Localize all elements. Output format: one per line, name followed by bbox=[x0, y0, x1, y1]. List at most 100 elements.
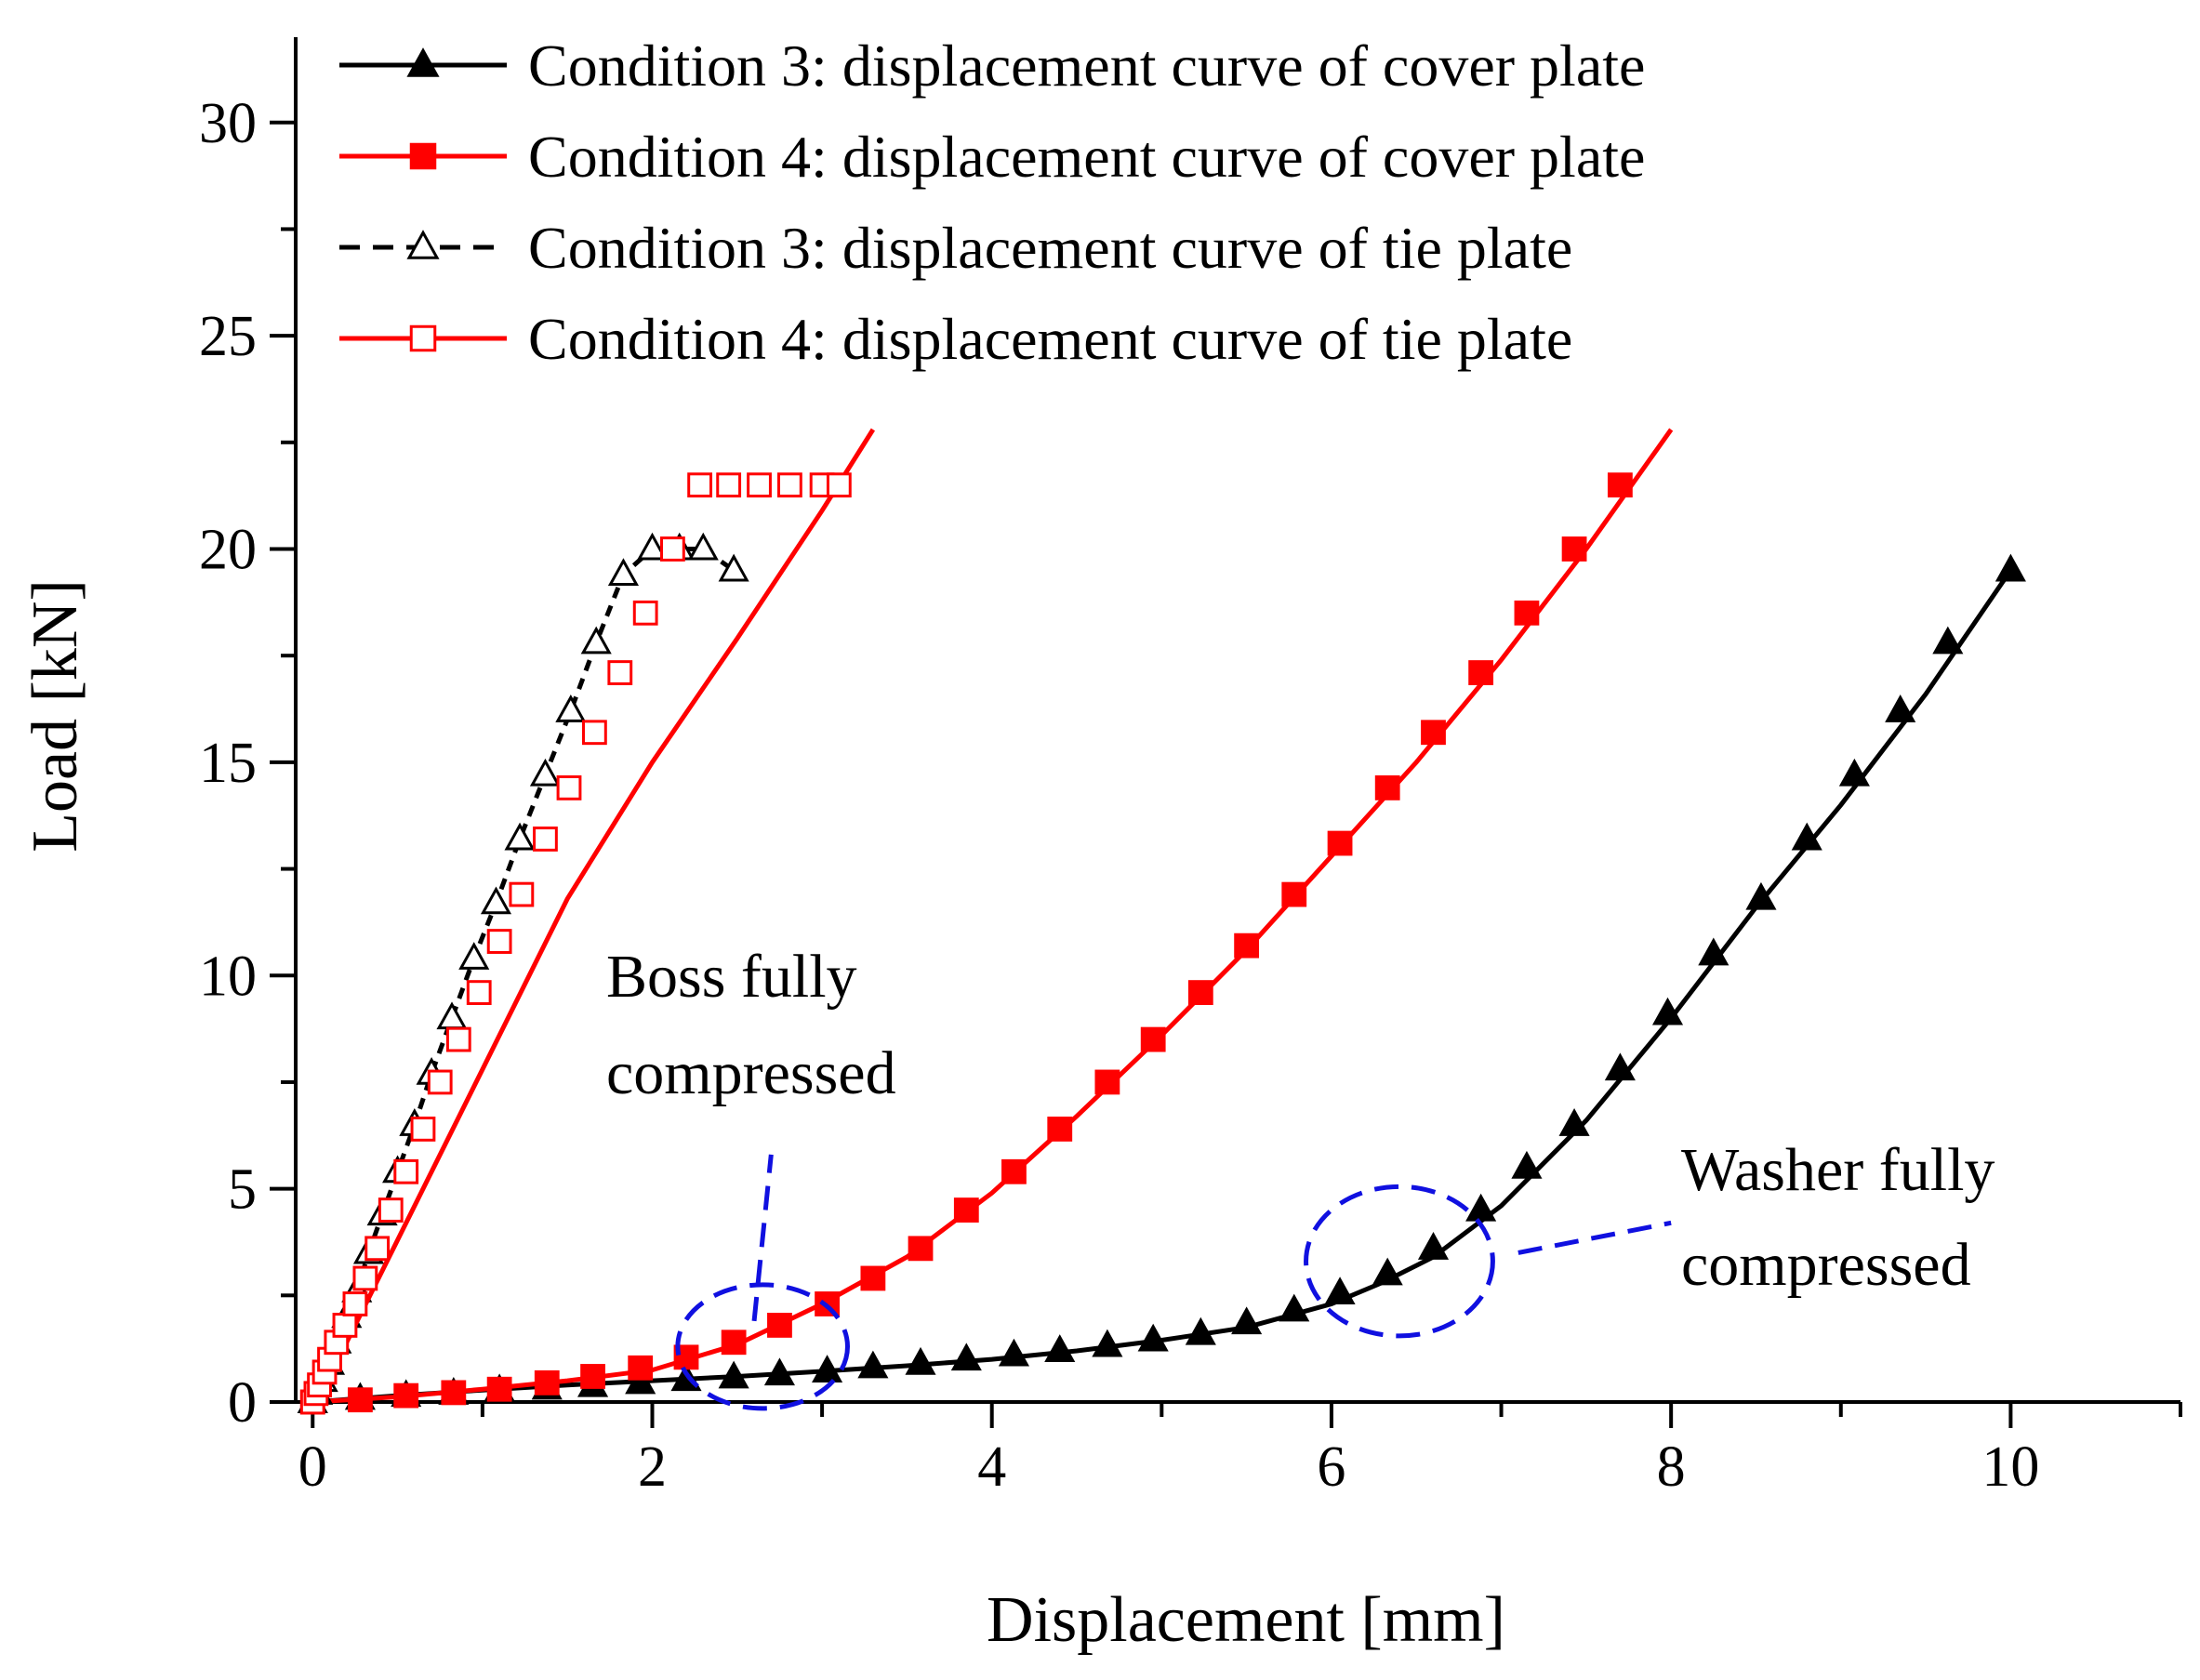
series-c4-tie-point bbox=[352, 1265, 378, 1291]
legend-marker bbox=[409, 142, 437, 170]
series-c3-cover-point bbox=[1932, 626, 1964, 655]
y-tick-label: 20 bbox=[199, 519, 257, 582]
series-c3-cover-point bbox=[1231, 1306, 1263, 1335]
series-c4-tie-point bbox=[332, 1313, 358, 1338]
series-c3-cover-point bbox=[1044, 1334, 1076, 1362]
x-tick-label: 8 bbox=[1657, 1435, 1686, 1499]
series-c4-cover-point bbox=[1094, 1069, 1120, 1095]
series-c3-cover-point bbox=[1745, 881, 1777, 910]
series-c3-cover-point bbox=[1417, 1232, 1450, 1260]
x-tick-label: 6 bbox=[1317, 1435, 1345, 1499]
x-tick-label: 10 bbox=[1981, 1435, 2039, 1499]
series-c3-tie-point bbox=[504, 822, 536, 851]
series-c4-cover-point bbox=[347, 1387, 373, 1413]
series-c4-cover-point bbox=[441, 1380, 467, 1406]
legend-marker bbox=[409, 324, 437, 352]
series-c4-tie-point bbox=[632, 600, 658, 626]
annotation-washer-leader bbox=[1517, 1220, 1672, 1255]
x-axis-title: Displacement [mm] bbox=[987, 1584, 1505, 1656]
legend-item: Condition 4: displacement curve of cover… bbox=[339, 124, 1645, 190]
series-c4-tie-point bbox=[486, 929, 512, 954]
series-layer bbox=[297, 428, 2026, 1415]
annotation-boss: Boss fully compressed bbox=[606, 943, 896, 1411]
series-c3-cover-point bbox=[998, 1338, 1030, 1367]
series-c4-cover-point bbox=[1421, 720, 1446, 746]
x-tick-label: 4 bbox=[977, 1435, 1006, 1499]
series-c4-tie-point bbox=[445, 1026, 471, 1052]
series-c3-cover-point bbox=[1885, 694, 1916, 722]
y-tick-label: 0 bbox=[228, 1371, 257, 1435]
series-c4-cover-point bbox=[1281, 881, 1307, 907]
annotation-boss-ellipse bbox=[675, 1282, 850, 1411]
series-c3-cover-point bbox=[1324, 1277, 1356, 1305]
series-c3-cover-point bbox=[1604, 1052, 1636, 1081]
x-tick-label: 0 bbox=[298, 1435, 327, 1499]
series-c4-tie-point bbox=[687, 472, 713, 498]
series-c4-tie-point bbox=[410, 1117, 436, 1142]
series-c4-cover-point bbox=[767, 1313, 792, 1338]
series-c4-tie-point bbox=[466, 980, 492, 1005]
series-c3-cover-point bbox=[812, 1355, 843, 1382]
series-c4-tie-line bbox=[311, 428, 876, 1404]
series-c4-cover-point bbox=[580, 1364, 605, 1389]
axes: 0 2 4 6 8 10 0 5 10 15 20 25 30 Displacement [mm] Load… bbox=[20, 37, 2182, 1656]
series-c4-cover-point bbox=[1327, 830, 1353, 856]
legend-item: Condition 3: displacement curve of cover… bbox=[339, 33, 1645, 99]
series-c4-cover-point bbox=[908, 1236, 934, 1262]
annotation-washer: Washer fully compressed bbox=[1304, 1136, 1995, 1339]
annotation-washer-text: compressed bbox=[1681, 1231, 1971, 1299]
series-c3-tie-point bbox=[580, 626, 612, 655]
series-c4-cover-point bbox=[1514, 600, 1540, 626]
series-c4-cover-point bbox=[721, 1329, 747, 1356]
y-tick-label: 15 bbox=[199, 732, 257, 795]
legend-marker bbox=[406, 230, 440, 259]
x-tick-label: 2 bbox=[638, 1435, 667, 1499]
series-c4-cover-point bbox=[953, 1197, 979, 1223]
series-c4-tie-point bbox=[533, 827, 558, 852]
annotation-boss-leader bbox=[751, 1154, 774, 1322]
series-c4-tie-point bbox=[826, 472, 852, 498]
annotation-washer-text: Washer fully bbox=[1681, 1136, 1995, 1204]
series-c4-tie-point bbox=[607, 660, 633, 685]
series-c3-cover-point bbox=[1092, 1329, 1123, 1357]
series-c3-cover-point bbox=[718, 1360, 749, 1389]
series-c4-tie-point bbox=[364, 1236, 391, 1262]
series-c4-tie-point bbox=[777, 472, 802, 498]
series-c4-tie-point bbox=[660, 536, 685, 562]
series-c3-tie-point bbox=[687, 532, 719, 561]
series-c4-tie-point bbox=[581, 720, 607, 746]
series-c3-cover-point bbox=[1511, 1150, 1543, 1179]
series-c4-cover bbox=[299, 428, 1674, 1415]
series-c3-cover-point bbox=[1279, 1293, 1310, 1322]
series-c3-cover-point bbox=[857, 1350, 889, 1379]
series-c4-cover-point bbox=[1468, 660, 1494, 685]
series-c4-tie-point bbox=[556, 775, 582, 800]
series-c4-tie-point bbox=[378, 1197, 404, 1223]
y-tick-label: 5 bbox=[228, 1158, 257, 1222]
series-c4-cover-point bbox=[1234, 933, 1260, 959]
series-c3-tie-point bbox=[480, 886, 512, 915]
series-c3-cover-point bbox=[1372, 1257, 1403, 1286]
y-tick-label: 30 bbox=[199, 92, 257, 155]
series-c3-cover-point bbox=[1838, 758, 1870, 787]
series-c4-cover-point bbox=[1561, 536, 1587, 562]
series-c4-tie-point bbox=[509, 881, 535, 907]
y-tick-label: 25 bbox=[199, 305, 257, 368]
series-c3-cover-point bbox=[625, 1366, 656, 1395]
legend-label: Condition 3: displacement curve of cover… bbox=[528, 33, 1645, 99]
series-c4-cover-point bbox=[860, 1265, 886, 1291]
legend-item: Condition 4: displacement curve of tie p… bbox=[339, 306, 1572, 372]
series-c4-cover-point bbox=[1001, 1158, 1027, 1184]
series-c4-cover-point bbox=[673, 1344, 699, 1370]
legend: Condition 3: displacement curve of cover… bbox=[339, 33, 1645, 372]
annotations: Boss fully compressed Washer fully compress… bbox=[606, 943, 1995, 1411]
series-c4-cover-point bbox=[1187, 980, 1213, 1005]
series-c3-tie-point bbox=[718, 553, 749, 582]
legend-label: Condition 3: displacement curve of tie p… bbox=[528, 215, 1572, 281]
series-c3-cover-point bbox=[763, 1357, 795, 1386]
series-c4-cover-point bbox=[486, 1376, 512, 1402]
series-c4-tie bbox=[299, 428, 876, 1415]
series-c4-cover-line bbox=[312, 428, 1674, 1405]
annotation-boss-text: Boss fully bbox=[606, 943, 857, 1011]
series-c3-cover-point bbox=[905, 1346, 936, 1375]
